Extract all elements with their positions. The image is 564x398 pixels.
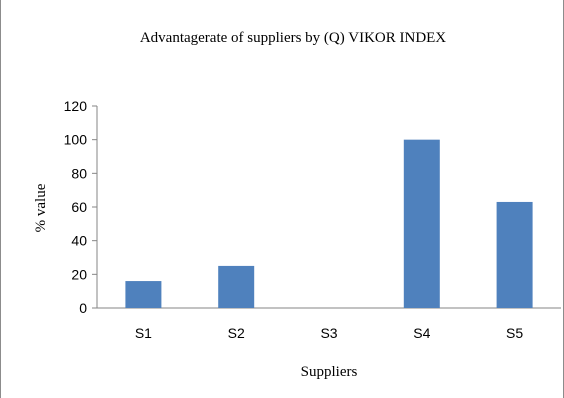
bar-s4 bbox=[403, 139, 440, 308]
y-tick-label: 40 bbox=[71, 233, 87, 249]
y-tick-label: 120 bbox=[64, 98, 88, 114]
y-tick-label: 20 bbox=[71, 266, 87, 282]
y-axis-label: % value bbox=[33, 183, 49, 232]
x-tick-label-s4: S4 bbox=[413, 325, 430, 341]
bar-group bbox=[125, 139, 533, 308]
x-tick-label-s2: S2 bbox=[228, 325, 245, 341]
x-tick-group: S1 S2 S3 S4 S5 bbox=[135, 325, 524, 341]
y-tick-label: 80 bbox=[71, 165, 87, 181]
bar-s2 bbox=[218, 265, 255, 308]
x-tick-label-s3: S3 bbox=[320, 325, 337, 341]
bar-s1 bbox=[125, 281, 162, 308]
chart-title: Advantagerate of suppliers by (Q) VIKOR … bbox=[140, 30, 446, 46]
x-axis-label: Suppliers bbox=[301, 364, 358, 380]
y-tick-label: 100 bbox=[64, 132, 88, 148]
x-tick-label-s1: S1 bbox=[135, 325, 152, 341]
x-tick-label-s5: S5 bbox=[506, 325, 523, 341]
bar-s5 bbox=[496, 201, 533, 308]
y-tick-label: 60 bbox=[71, 199, 87, 215]
y-tick-label: 0 bbox=[79, 300, 87, 316]
y-tick-group: 0 20 40 60 80 100 120 bbox=[64, 98, 97, 316]
